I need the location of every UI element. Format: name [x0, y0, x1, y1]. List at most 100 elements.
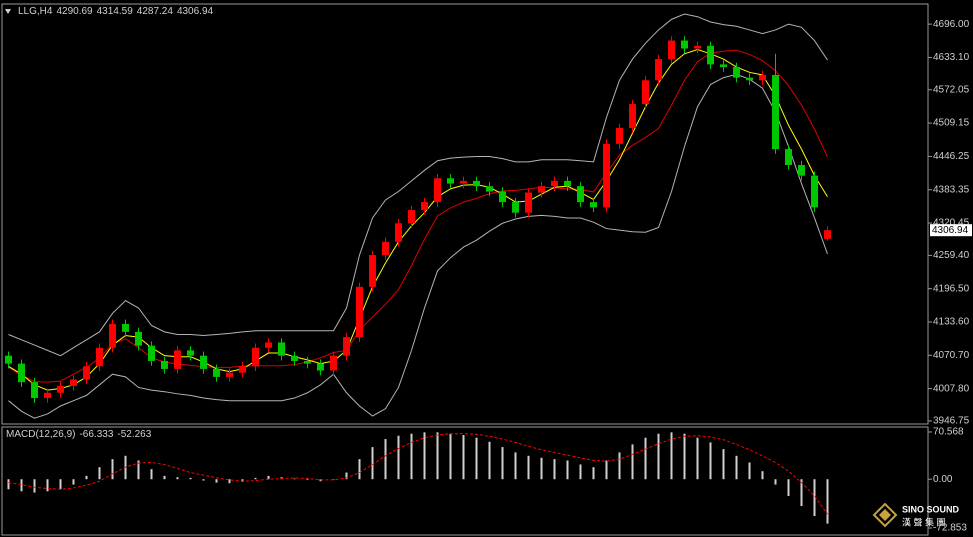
candle-body — [499, 191, 506, 203]
price-label-box — [930, 224, 972, 237]
candle-body — [772, 74, 779, 150]
macd-bar — [293, 478, 296, 480]
macd-bar — [449, 433, 452, 480]
macd-bar — [813, 479, 816, 517]
logo-icon-core — [879, 509, 891, 521]
main-panel-frame — [1, 3, 929, 425]
candle-body — [226, 372, 233, 377]
panel-header: LLG,H4 4290.69 4314.59 4287.24 4306.94 — [18, 6, 214, 17]
macd-bar — [488, 441, 491, 480]
macd-bar — [501, 447, 504, 480]
macd-bar — [579, 464, 582, 480]
header-value: 4314.59 — [97, 6, 134, 17]
y-tick-label: 4133.60 — [933, 317, 970, 328]
macd-panel-frame — [1, 426, 929, 536]
macd-bar — [397, 435, 400, 480]
y-tick-label: -72.853 — [933, 523, 967, 534]
macd-bar — [384, 439, 387, 480]
logo: SINO SOUND 漢 聲 集 團 — [872, 502, 960, 528]
candle-body — [538, 186, 545, 193]
candle-body — [512, 202, 519, 213]
macd-bar — [176, 477, 179, 480]
macd-bar — [618, 452, 621, 480]
header-label: LLG,H4 — [18, 6, 53, 17]
candle-body — [369, 255, 376, 287]
candle-body — [590, 202, 597, 208]
macd-bar — [371, 447, 374, 480]
candle-body — [447, 178, 454, 184]
candle-body — [213, 368, 220, 377]
candle-body — [811, 175, 818, 208]
macd-bar — [241, 479, 244, 482]
candle-body — [629, 104, 636, 128]
candle-body — [707, 45, 714, 65]
candle-body — [720, 64, 727, 68]
header-value: 4306.94 — [177, 6, 214, 17]
macd-bar — [605, 460, 608, 480]
macd-bar — [98, 467, 101, 480]
candle-body — [460, 180, 467, 184]
candle-body — [252, 347, 259, 367]
macd-bar — [735, 455, 738, 480]
macd-bar — [228, 479, 231, 484]
macd-bar — [202, 479, 205, 481]
macd-bar — [423, 432, 426, 480]
macd-bar — [20, 479, 23, 492]
candle-body — [382, 241, 389, 256]
indicator-line — [8, 13, 828, 357]
macd-bar — [553, 459, 556, 480]
candle-body — [5, 355, 12, 364]
macd-bar — [761, 471, 764, 480]
macd-bar — [150, 469, 153, 480]
macd-bar — [800, 479, 803, 507]
candle-body — [265, 342, 272, 348]
macd-bar — [540, 457, 543, 480]
candle-body — [174, 350, 181, 369]
macd-bar — [215, 479, 218, 483]
panel-header: MACD(12,26,9) -66.333 -52.263 — [6, 429, 152, 440]
candle-body — [57, 385, 64, 393]
macd-bar — [345, 472, 348, 480]
y-tick-label: 4070.70 — [933, 350, 970, 361]
macd-bar — [657, 433, 660, 480]
candle-body — [330, 355, 337, 371]
candle-body — [135, 331, 142, 346]
macd-bar — [644, 437, 647, 480]
macd-bar — [670, 432, 673, 480]
macd-bar — [787, 479, 790, 496]
candle-body — [551, 180, 558, 187]
candle-body — [603, 143, 610, 208]
y-tick-label: 4383.35 — [933, 184, 970, 195]
candle-body — [122, 323, 129, 332]
candle-body — [564, 180, 571, 187]
y-tick-label: 0.00 — [933, 474, 953, 485]
macd-bar — [254, 477, 257, 480]
candle-body — [96, 347, 103, 367]
y-tick-label: 4572.05 — [933, 84, 970, 95]
menu-arrow — [5, 9, 11, 14]
indicator-line — [8, 49, 828, 391]
y-tick-label: 3946.75 — [933, 416, 970, 427]
macd-bar — [85, 475, 88, 480]
macd-bar — [696, 437, 699, 480]
candle-body — [18, 363, 25, 383]
candle-body — [798, 165, 805, 176]
logo-name: SINO SOUND — [902, 504, 960, 514]
candle-body — [317, 363, 324, 371]
macd-bar — [7, 479, 10, 490]
macd-bar — [592, 467, 595, 480]
candle-body — [434, 178, 441, 203]
indicator-line — [8, 49, 828, 383]
candle-body — [486, 186, 493, 192]
macd-bar — [566, 460, 569, 480]
macd-bar — [722, 449, 725, 480]
y-tick-label: 4696.00 — [933, 19, 970, 30]
candle-body — [200, 355, 207, 369]
macd-bar — [319, 479, 322, 482]
macd-bar — [826, 479, 829, 524]
macd-bar — [358, 459, 361, 480]
candle-body — [616, 127, 623, 144]
candle-body — [31, 382, 38, 399]
